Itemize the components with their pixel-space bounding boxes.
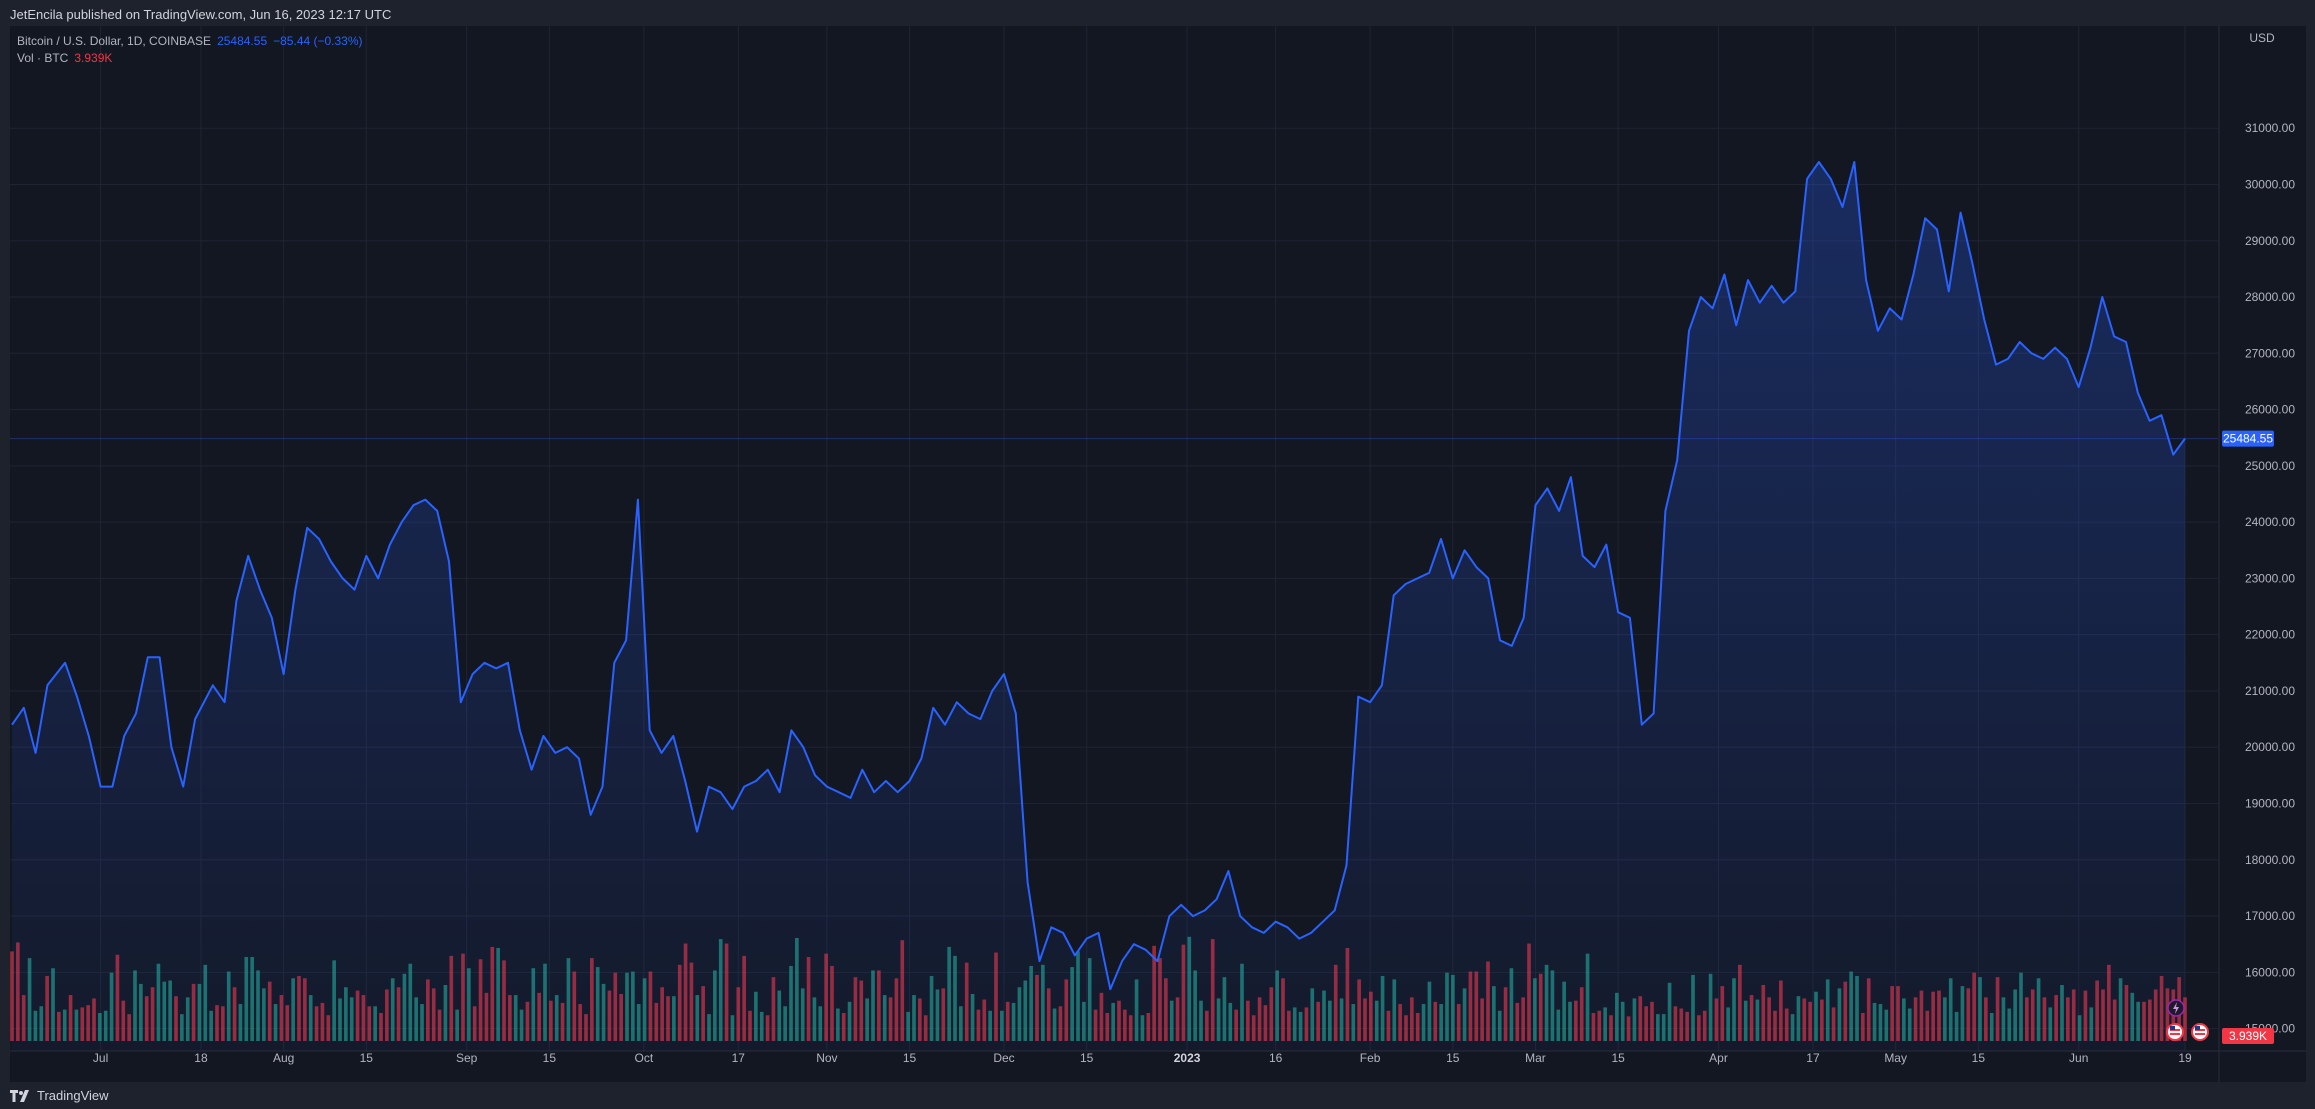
last-volume-label: 3.939K [2229,1029,2267,1043]
publish-info: JetEncila published on TradingView.com, … [10,7,392,22]
y-tick-label: 16000.00 [2245,965,2295,979]
x-tick-label: Feb [1360,1051,1381,1065]
price-axis[interactable]: 15000.0016000.0017000.0018000.0019000.00… [2218,26,2295,1082]
y-tick-label: 31000.00 [2245,121,2295,135]
y-tick-label: 17000.00 [2245,909,2295,923]
x-tick-label: 15 [903,1051,917,1065]
x-tick-label: Nov [816,1051,837,1065]
x-tick-label: May [1884,1051,1907,1065]
x-tick-label: 17 [732,1051,746,1065]
last-price-value: 25484.55 [217,34,268,48]
x-tick-label: 15 [1446,1051,1460,1065]
y-tick-label: 28000.00 [2245,290,2295,304]
y-tick-label: 20000.00 [2245,740,2295,754]
event-markers [2166,999,2209,1041]
flag-us-icon[interactable] [2166,1023,2184,1041]
chart-frame[interactable]: 15000.0016000.0017000.0018000.0019000.00… [10,26,2306,1082]
x-tick-label: 15 [1611,1051,1625,1065]
y-tick-label: 21000.00 [2245,684,2295,698]
price-area [12,162,2185,1051]
x-tick-label: 15 [1080,1051,1094,1065]
x-tick-label: 16 [1269,1051,1283,1065]
tradingview-logo[interactable]: TradingView [10,1088,109,1103]
price-line [11,161,2186,991]
x-tick-label: Sep [456,1051,478,1065]
y-tick-label: 18000.00 [2245,853,2295,867]
last-price-label: 25484.55 [2223,432,2273,446]
price-chart[interactable]: 15000.0016000.0017000.0018000.0019000.00… [10,26,2306,1082]
symbol-title: Bitcoin / U.S. Dollar, 1D, COINBASE [17,34,212,48]
y-tick-label: 22000.00 [2245,628,2295,642]
x-tick-label: Dec [993,1051,1014,1065]
y-axis-unit: USD [2249,31,2275,45]
y-tick-label: 24000.00 [2245,515,2295,529]
volume-title: Vol · BTC [17,51,69,65]
last-price-badge [2222,430,2274,447]
y-tick-label: 23000.00 [2245,571,2295,585]
y-tick-label: 27000.00 [2245,346,2295,360]
x-tick-label: 17 [1806,1051,1820,1065]
y-tick-label: 25000.00 [2245,459,2295,473]
flag-us-icon[interactable] [2191,1023,2209,1041]
legend-main: Bitcoin / U.S. Dollar, 1D, COINBASE 25484… [17,34,363,48]
x-tick-label: 15 [360,1051,374,1065]
y-tick-label: 19000.00 [2245,797,2295,811]
tradingview-brand: TradingView [37,1088,109,1103]
x-tick-label: Jun [2069,1051,2088,1065]
price-change-value: −85.44 (−0.33%) [273,34,363,48]
x-tick-label: Apr [1709,1051,1728,1065]
legend-volume: Vol · BTC 3.939K [17,51,112,65]
volume-value: 3.939K [74,51,113,65]
last-volume-badge [2222,1028,2274,1044]
x-tick-label: Oct [634,1051,653,1065]
time-axis[interactable]: Jul 18 Aug 15 Sep 15 Oct 17 Nov 15 Dec 15 2023 16 Feb 1… [10,1050,2306,1065]
y-tick-label: 30000.00 [2245,177,2295,191]
x-tick-label: Mar [1525,1051,1546,1065]
y-tick-label: 26000.00 [2245,403,2295,417]
x-tick-label: Jul [93,1051,108,1065]
x-tick-label: Aug [273,1051,294,1065]
x-tick-label: 18 [194,1051,208,1065]
y-tick-label: 29000.00 [2245,234,2295,248]
x-tick-label: 2023 [1174,1051,1201,1065]
publish-header: JetEncila published on TradingView.com, … [0,0,2315,26]
x-tick-label: 15 [1972,1051,1986,1065]
tradingview-logo-icon [10,1089,29,1102]
x-tick-label: 15 [543,1051,557,1065]
lightning-icon [2167,999,2185,1017]
x-tick-label: 19 [2178,1051,2192,1065]
footer: TradingView [0,1082,2315,1109]
